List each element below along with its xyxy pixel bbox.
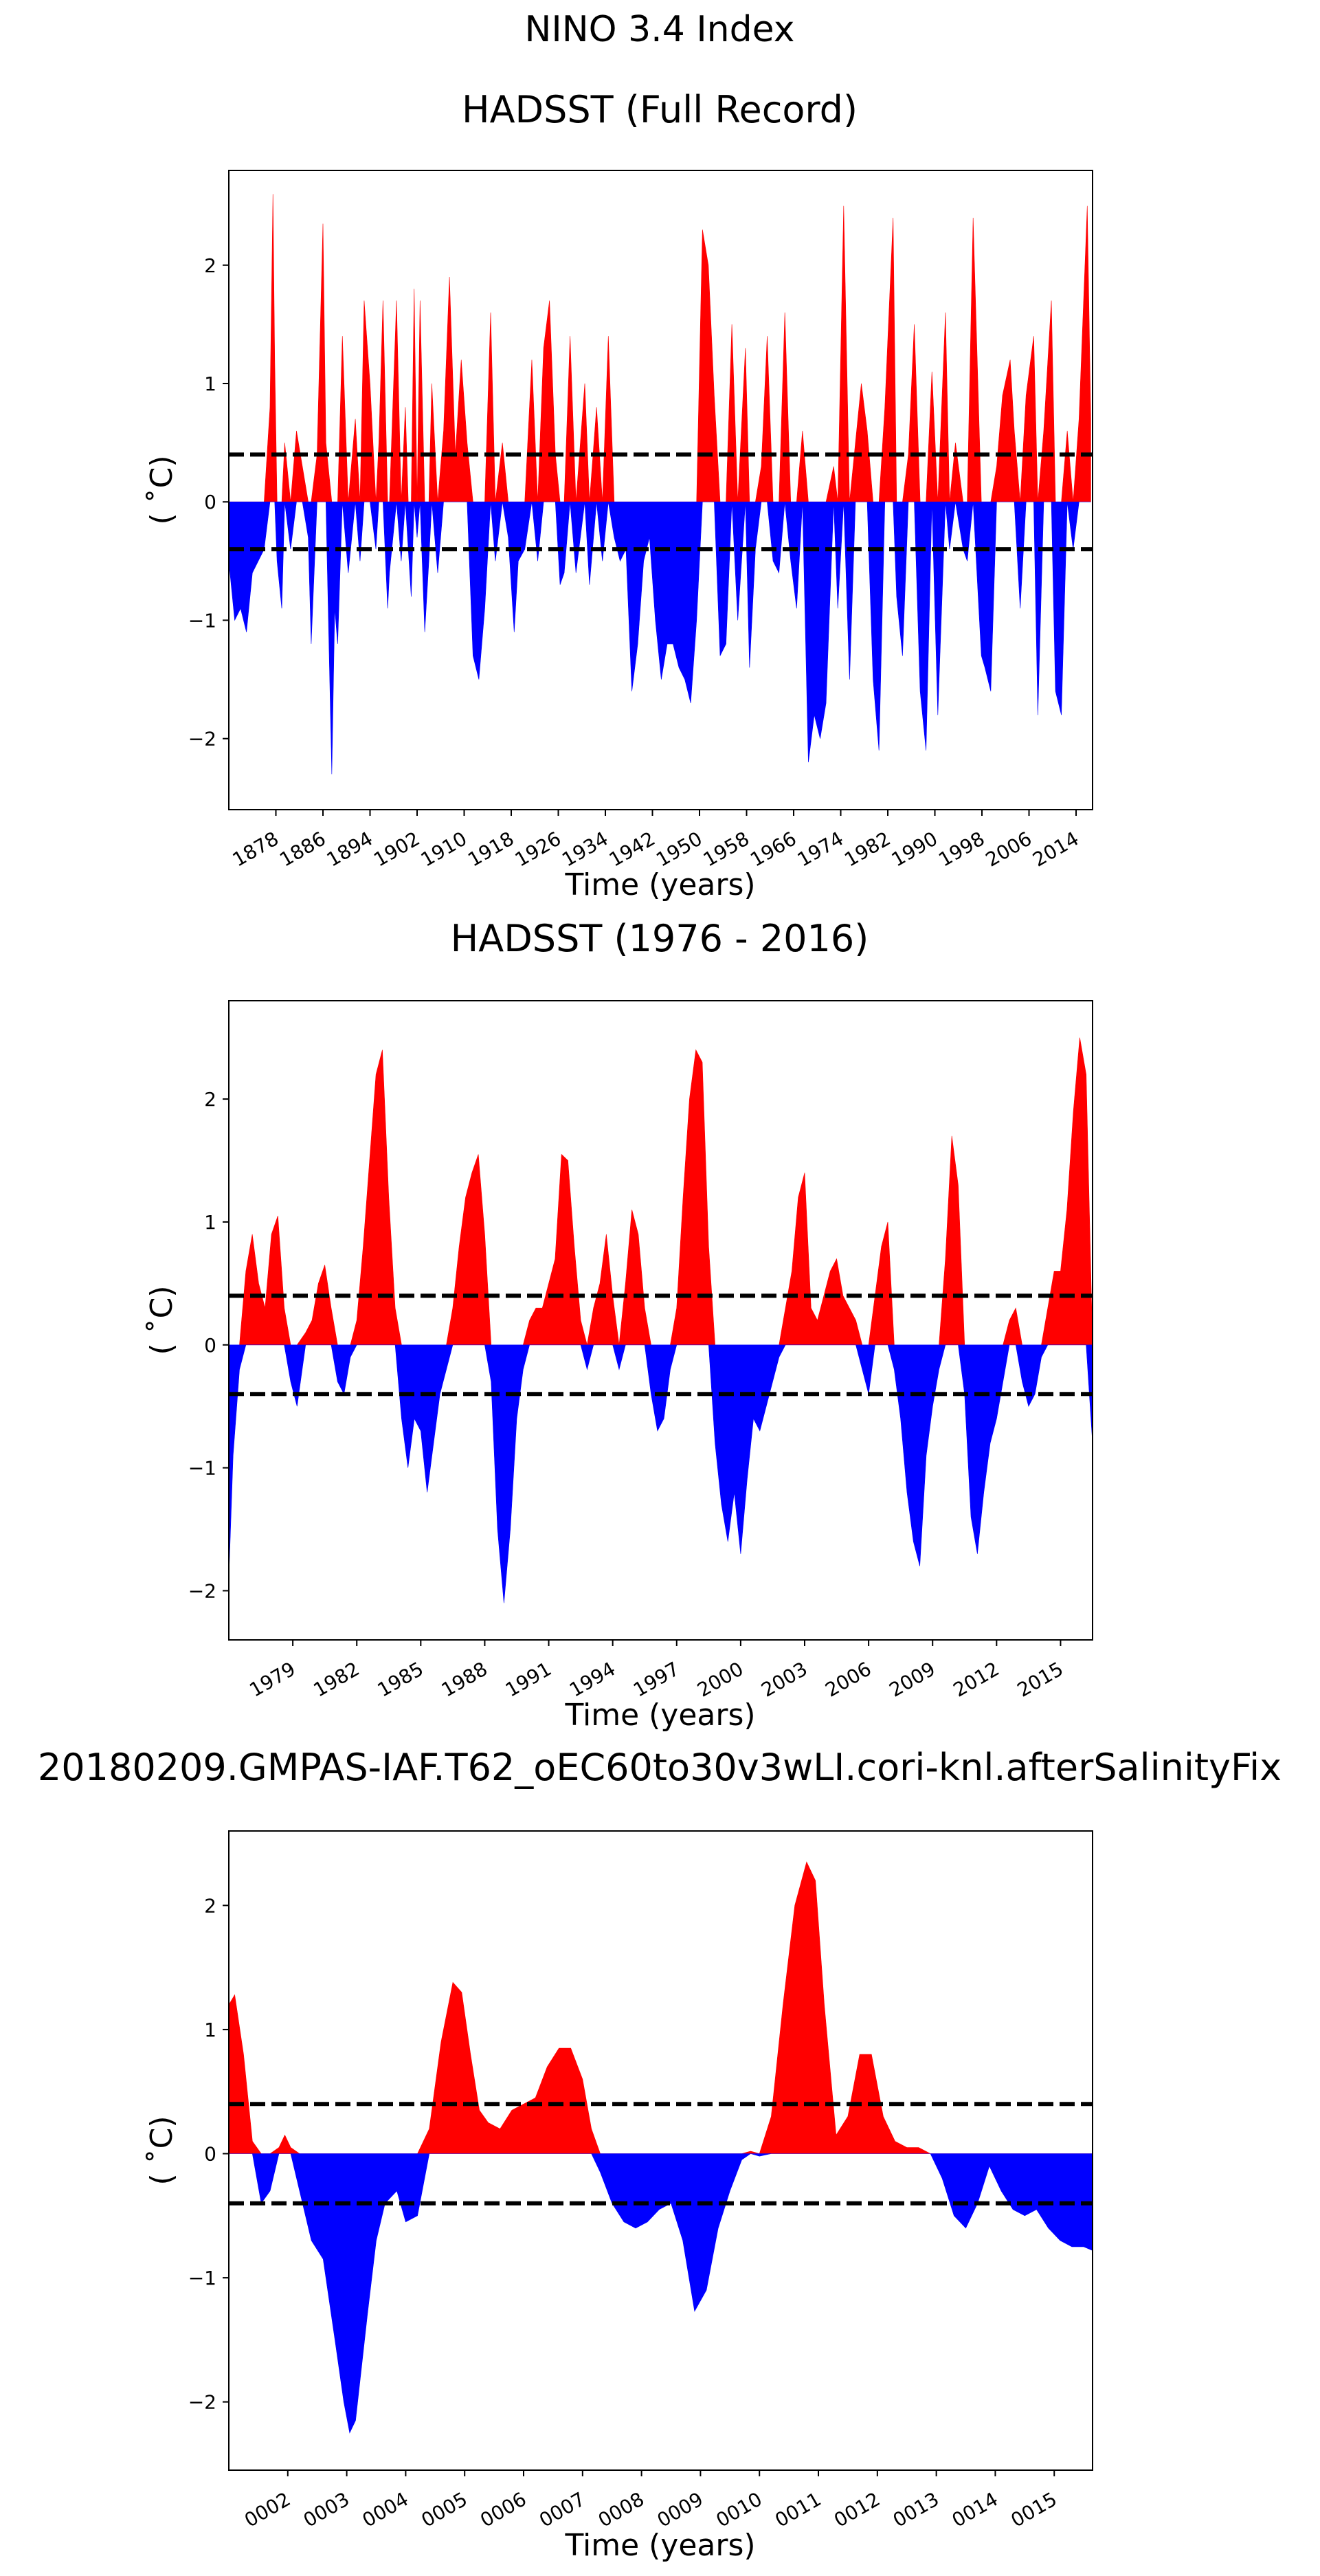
x-tick-label: 1997: [629, 1657, 683, 1701]
x-tick-label: 1982: [310, 1657, 363, 1701]
x-axis-label: Time (years): [564, 1698, 755, 1733]
x-tick-label: 2014: [1029, 827, 1082, 871]
plot-body: [229, 194, 1093, 775]
negative-anomaly-area: [229, 2153, 1093, 2434]
x-tick-label: 1979: [245, 1657, 299, 1701]
x-tick-label: 1950: [652, 827, 706, 871]
plot-body: [229, 1861, 1093, 2434]
y-tick-label: −1: [188, 2267, 216, 2289]
negative-anomaly-area: [229, 501, 1091, 775]
x-tick-label: 0012: [830, 2487, 884, 2531]
y-tick-label: −1: [188, 609, 216, 632]
x-tick-label: 2012: [950, 1657, 1003, 1701]
x-axis-label: Time (years): [564, 867, 755, 902]
x-tick-label: 0007: [535, 2487, 589, 2531]
panel-title: HADSST (1976 - 2016): [451, 917, 869, 960]
x-tick-label: 0004: [359, 2487, 412, 2531]
x-tick-label: 2006: [982, 827, 1036, 871]
x-tick-label: 0014: [948, 2487, 1002, 2531]
y-tick-label: −1: [188, 1457, 216, 1480]
positive-anomaly-area: [229, 1037, 1093, 1346]
y-axis-label: ( ˚C): [144, 2116, 179, 2185]
y-tick-label: 2: [204, 1894, 216, 1917]
y-tick-label: 0: [204, 1334, 216, 1357]
x-tick-label: 0003: [300, 2487, 353, 2531]
x-tick-label: 1990: [888, 827, 941, 871]
x-tick-label: 1878: [229, 827, 282, 871]
x-tick-label: 1994: [566, 1657, 619, 1701]
plot-frame: [228, 170, 1093, 810]
x-tick-label: 1902: [370, 827, 423, 871]
x-tick-label: 1886: [276, 827, 329, 871]
x-tick-label: 1966: [746, 827, 800, 871]
y-tick-label: 1: [204, 2019, 216, 2041]
y-tick-label: 2: [204, 254, 216, 277]
plot-frame: [228, 1830, 1093, 2471]
x-tick-label: 1934: [558, 827, 612, 871]
x-tick-label: 1982: [840, 827, 894, 871]
x-tick-label: 1958: [700, 827, 753, 871]
y-tick-label: −2: [188, 2391, 216, 2414]
x-tick-label: 0002: [240, 2487, 294, 2531]
positive-anomaly-area: [229, 1861, 1093, 2154]
x-tick-label: 2015: [1014, 1657, 1067, 1701]
plot-body: [229, 1037, 1093, 1603]
y-tick-label: −2: [188, 1579, 216, 1602]
x-tick-label: 0008: [594, 2487, 648, 2531]
x-tick-label: 1988: [438, 1657, 491, 1701]
x-tick-label: 0005: [417, 2487, 471, 2531]
x-tick-label: 1910: [417, 827, 471, 871]
x-tick-label: 2000: [693, 1657, 747, 1701]
panel-title: HADSST (Full Record): [462, 88, 858, 131]
x-tick-label: 1926: [511, 827, 565, 871]
panel-title: 20180209.GMPAS-IAF.T62_oEC60to30v3wLI.co…: [38, 1746, 1282, 1789]
x-tick-label: 1942: [605, 827, 659, 871]
x-axis-label: Time (years): [564, 2528, 755, 2563]
y-axis-label: ( ˚C): [144, 1285, 179, 1355]
x-tick-label: 2006: [821, 1657, 875, 1701]
x-tick-label: 0009: [653, 2487, 707, 2531]
y-tick-label: 0: [204, 2143, 216, 2166]
figure-suptitle: NINO 3.4 Index: [525, 9, 795, 50]
x-tick-label: 1894: [323, 827, 377, 871]
plot-frame: [228, 1000, 1093, 1641]
y-tick-label: 1: [204, 373, 216, 395]
x-tick-label: 1985: [374, 1657, 427, 1701]
x-tick-label: 0015: [1007, 2487, 1061, 2531]
panel-model-run: 20180209.GMPAS-IAF.T62_oEC60to30v3wLI.co…: [38, 1746, 1282, 2563]
x-tick-label: 2009: [886, 1657, 939, 1701]
x-tick-label: 0013: [889, 2487, 943, 2531]
x-tick-label: 0011: [771, 2487, 825, 2531]
panel-full-record: HADSST (Full Record) −2 −1 0 1 2 187818861894…: [144, 88, 1093, 902]
x-tick-label: 0006: [476, 2487, 530, 2531]
y-tick-label: 2: [204, 1088, 216, 1111]
y-tick-label: 0: [204, 491, 216, 513]
x-tick-label: 1991: [502, 1657, 555, 1701]
x-tick-label: 1998: [935, 827, 988, 871]
x-tick-label: 1918: [464, 827, 517, 871]
x-tick-label: 2003: [757, 1657, 811, 1701]
y-tick-label: 1: [204, 1211, 216, 1234]
panel-1976-2016: HADSST (1976 - 2016) −2 −1 0 1 2 1979 1982 1985…: [144, 917, 1093, 1733]
x-tick-label: 1974: [794, 827, 847, 871]
y-tick-label: −2: [188, 728, 216, 751]
chart-plot-area: −2−1012187818861894190219101918192619341…: [188, 170, 1093, 871]
y-axis-label: ( ˚C): [144, 455, 179, 524]
x-tick-label: 0010: [713, 2487, 766, 2531]
negative-anomaly-area: [229, 1344, 1093, 1603]
